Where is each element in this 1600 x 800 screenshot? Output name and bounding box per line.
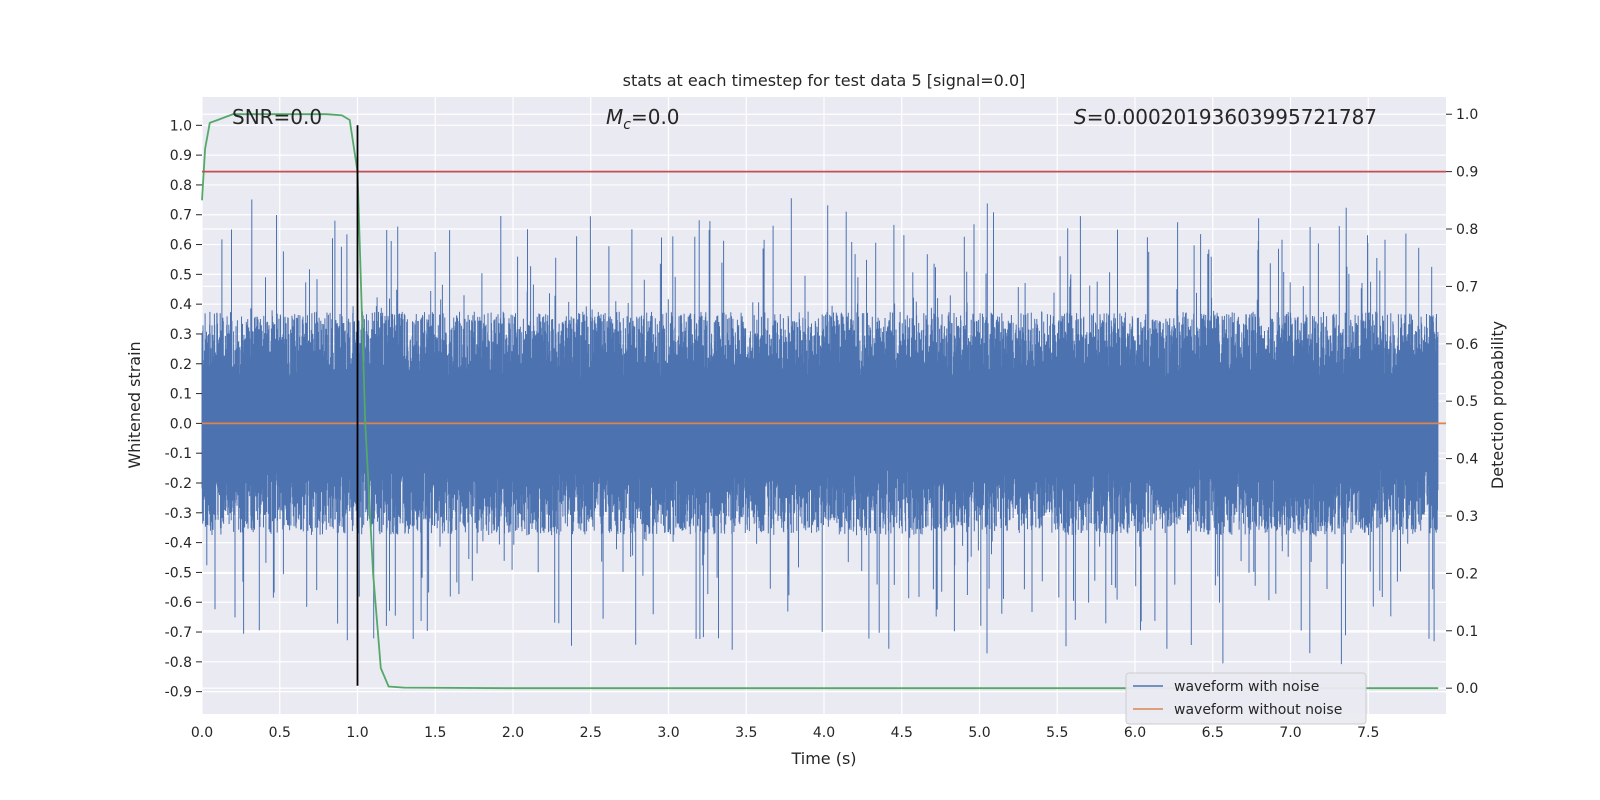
y-left-tick-label: 0.5 [170, 267, 192, 283]
series-lines [201, 113, 1446, 690]
x-tick-label: 0.5 [269, 725, 291, 741]
statistic-symbol: S [1074, 105, 1087, 129]
legend: waveform with noise waveform without noi… [1125, 672, 1367, 725]
y-left-tick-label: 1.0 [170, 118, 192, 134]
y-left-tick-label: -0.1 [165, 446, 192, 462]
waveform-with-noise-trace [201, 198, 1439, 665]
x-tick-label: 3.5 [735, 725, 757, 741]
y-right-tick-label: 0.0 [1456, 681, 1478, 697]
chirp-mass-value: =0.0 [631, 105, 680, 129]
x-tick-label: 7.0 [1279, 725, 1301, 741]
chirp-mass-annotation: Mc=0.0 [606, 105, 680, 133]
x-tick-label: 5.5 [1046, 725, 1068, 741]
y-left-tick-label: 0.3 [170, 327, 192, 343]
x-tick-label: 5.0 [968, 725, 990, 741]
y-left-tick-label: -0.2 [165, 476, 192, 492]
x-tick-label: 1.0 [346, 725, 368, 741]
legend-box [1125, 672, 1367, 725]
y-right-tick-label: 0.7 [1456, 279, 1478, 295]
y-left-tick-label: -0.3 [165, 506, 192, 522]
x-tick-label: 0.0 [191, 725, 213, 741]
snr-annotation: SNR=0.0 [232, 105, 322, 129]
x-tick-label: 3.0 [657, 725, 679, 741]
y-left-tick-label: 0.9 [170, 148, 192, 164]
y-left-tick-label: 0.0 [170, 416, 192, 432]
chirp-mass-symbol: M [606, 105, 623, 129]
x-tick-label: 1.5 [424, 725, 446, 741]
y-right-tick-label: 0.3 [1456, 509, 1478, 525]
y-left-tick-label: -0.7 [165, 625, 192, 641]
y-left-tick-label: -0.9 [165, 685, 192, 701]
y-left-tick-label: 0.4 [170, 297, 192, 313]
y-right-axis-label: Detection probability [1488, 321, 1507, 489]
y-right-axis-ticks: 1.0 0.9 0.8 0.7 0.6 0.5 0.4 0.3 0.2 0.1 0.0 [1446, 107, 1478, 697]
series-waveform-with-noise [201, 198, 1439, 665]
y-left-tick-label: 0.1 [170, 387, 192, 403]
x-tick-label: 4.0 [813, 725, 835, 741]
chart-title: stats at each timestep for test data 5 [… [623, 71, 1026, 90]
legend-label-waveform-without-noise: waveform without noise [1174, 702, 1342, 718]
y-right-tick-label: 1.0 [1456, 107, 1478, 123]
statistic-value: =0.00020193603995721787 [1087, 105, 1377, 129]
x-axis-ticks: 0.0 0.5 1.0 1.5 2.0 2.5 3.0 3.5 4.0 4.5 5.0 5.5 6.0 6… [191, 725, 1380, 741]
y-right-tick-label: 0.4 [1456, 452, 1478, 468]
y-right-tick-label: 0.8 [1456, 222, 1478, 238]
y-left-tick-label: 0.2 [170, 357, 192, 373]
y-left-axis-label: Whitened strain [125, 341, 144, 468]
statistic-annotation: S=0.00020193603995721787 [1074, 105, 1377, 129]
y-left-tick-label: 0.7 [170, 208, 192, 224]
y-right-tick-label: 0.2 [1456, 566, 1478, 582]
chirp-mass-subscript: c [623, 117, 631, 133]
y-right-tick-label: 0.5 [1456, 394, 1478, 410]
y-left-tick-label: -0.5 [165, 565, 192, 581]
y-right-tick-label: 0.1 [1456, 624, 1478, 640]
x-tick-label: 7.5 [1357, 725, 1379, 741]
y-right-tick-label: 0.9 [1456, 165, 1478, 181]
y-left-tick-label: -0.4 [165, 536, 192, 552]
x-axis-label: Time (s) [790, 749, 856, 768]
y-left-tick-label: 0.6 [170, 238, 192, 254]
x-tick-label: 6.5 [1202, 725, 1224, 741]
y-right-tick-label: 0.6 [1456, 337, 1478, 353]
legend-label-waveform-with-noise: waveform with noise [1174, 679, 1319, 695]
y-left-tick-label: 0.8 [170, 178, 192, 194]
x-tick-label: 2.0 [502, 725, 524, 741]
x-tick-label: 6.0 [1124, 725, 1146, 741]
detection-probability-line [201, 113, 1439, 690]
y-left-axis-ticks: 1.0 0.9 0.8 0.7 0.6 0.5 0.4 0.3 0.2 0.1 0.0 -0.1 -0.… [165, 118, 202, 701]
y-left-tick-label: -0.8 [165, 655, 192, 671]
y-left-tick-label: -0.6 [165, 595, 192, 611]
x-tick-label: 4.5 [891, 725, 913, 741]
x-tick-label: 2.5 [580, 725, 602, 741]
